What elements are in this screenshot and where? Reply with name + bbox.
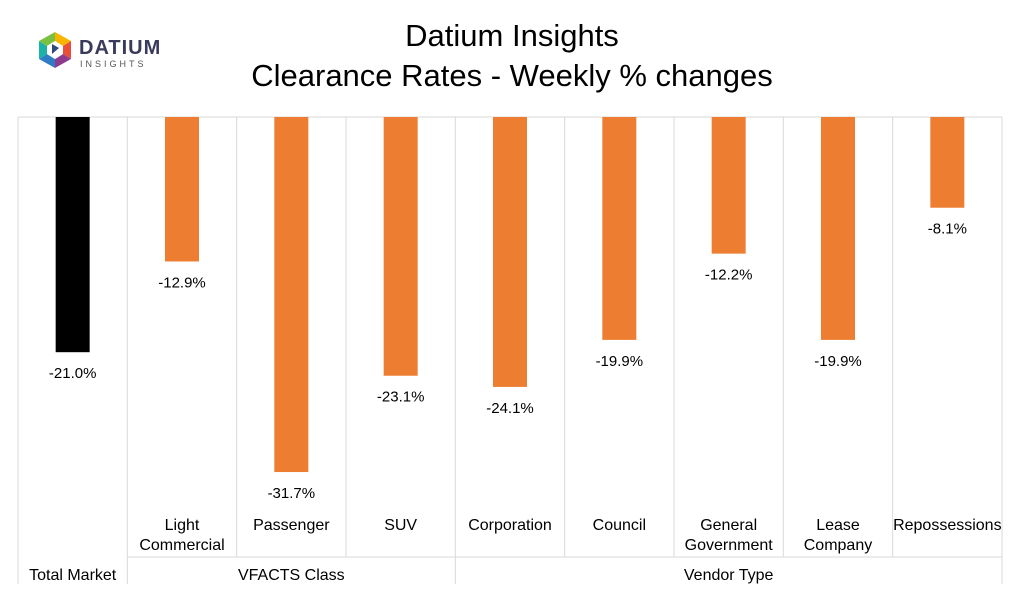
category-label: Council	[593, 517, 646, 534]
chart-title-block: Datium Insights Clearance Rates - Weekly…	[200, 16, 824, 96]
value-label: -19.9%	[814, 353, 862, 370]
category-label: Commercial	[139, 537, 224, 554]
datium-logo: DATIUM INSIGHTS	[37, 30, 187, 80]
category-label: Repossessions	[893, 517, 1002, 534]
value-label: -12.2%	[705, 267, 753, 284]
chart-subtitle: Clearance Rates - Weekly % changes	[251, 58, 773, 93]
value-label: -31.7%	[268, 485, 316, 502]
value-label: -24.1%	[486, 400, 534, 417]
bar-general-government	[711, 117, 746, 254]
group-labels: Total Market VFACTS Class Vendor Type	[29, 567, 773, 584]
value-labels: -21.0% -12.9% -31.7% -23.1% -24.1% -19.9% -12.…	[49, 221, 967, 502]
value-label: -19.9%	[596, 353, 644, 370]
group-label: Total Market	[29, 567, 117, 584]
bar-repossessions	[930, 117, 965, 208]
logo-mark-icon	[39, 32, 71, 68]
value-label: -23.1%	[377, 389, 425, 406]
category-label: Corporation	[468, 517, 552, 534]
group-label: Vendor Type	[684, 567, 774, 584]
value-label: -8.1%	[928, 221, 967, 238]
bar-corporation	[493, 117, 527, 387]
bar-lease-company	[821, 117, 855, 340]
bar-passenger	[274, 117, 309, 473]
category-label: Lease	[816, 517, 860, 534]
chart-title: Datium Insights	[405, 18, 619, 53]
category-label: General	[700, 517, 757, 534]
category-labels: Light Commercial Passenger SUV Corporation Co…	[139, 517, 1001, 554]
logo-tagline: INSIGHTS	[80, 59, 147, 69]
bar-council	[602, 117, 637, 340]
logo-wordmark: DATIUM	[79, 37, 161, 59]
category-label: SUV	[384, 517, 417, 534]
value-label: -12.9%	[158, 274, 206, 291]
category-label: Company	[804, 537, 872, 554]
group-label: VFACTS Class	[238, 567, 345, 584]
category-label: Government	[685, 537, 774, 554]
category-label: Light	[165, 517, 200, 534]
bar-light-commercial	[165, 117, 199, 262]
bar-total-market	[55, 117, 90, 353]
category-label: Passenger	[253, 517, 330, 534]
value-label: -21.0%	[49, 365, 97, 382]
bar-suv	[383, 117, 418, 376]
bars	[55, 117, 965, 473]
